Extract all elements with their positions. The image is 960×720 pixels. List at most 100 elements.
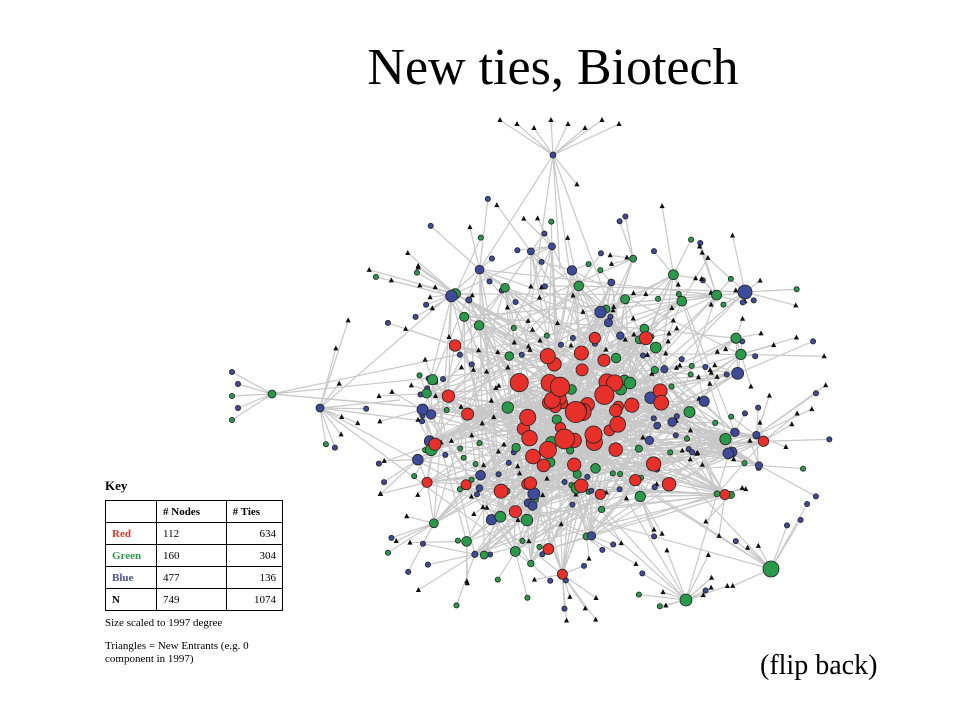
triangle-node: [747, 437, 753, 443]
node: [542, 543, 555, 555]
edge: [554, 300, 683, 401]
node: [440, 376, 447, 383]
triangle-node: [536, 294, 543, 300]
triangle-node: [677, 362, 683, 368]
node: [668, 383, 675, 390]
triangle-node: [630, 315, 636, 321]
node: [548, 218, 555, 225]
node: [427, 222, 434, 229]
node: [720, 301, 727, 308]
node: [549, 376, 571, 397]
edge: [642, 572, 687, 601]
node: [547, 577, 554, 584]
edge: [380, 459, 419, 495]
edge: [716, 440, 764, 495]
node: [698, 395, 710, 407]
triangle-node: [739, 484, 745, 490]
node: [477, 234, 484, 241]
triangle-node: [521, 215, 527, 221]
triangle-node: [708, 584, 714, 590]
flip-back-link[interactable]: (flip back): [760, 650, 878, 681]
edge: [426, 482, 435, 524]
edge: [478, 325, 578, 475]
node: [590, 463, 601, 474]
triangle-node: [616, 121, 622, 126]
edge: [430, 274, 674, 415]
node: [549, 151, 557, 159]
node: [228, 392, 235, 399]
triangle-node: [708, 574, 715, 580]
triangle-node: [664, 547, 670, 553]
triangle-node: [415, 587, 421, 593]
triangle-node: [771, 342, 777, 348]
node: [448, 339, 462, 352]
edge: [551, 246, 622, 390]
node: [412, 453, 424, 466]
edge: [758, 464, 804, 470]
edge: [431, 269, 481, 380]
triangle-node: [496, 382, 502, 388]
triangle-node: [693, 275, 699, 281]
cell: 112: [156, 522, 227, 545]
edge: [666, 550, 687, 601]
node: [640, 352, 647, 359]
node: [423, 301, 430, 308]
row-label: Blue: [105, 566, 157, 589]
node: [508, 505, 522, 519]
edge: [479, 442, 517, 449]
triangle-node: [758, 330, 764, 336]
node: [650, 365, 659, 374]
node: [575, 363, 589, 377]
edge: [671, 294, 718, 423]
header-cell: # Nodes: [156, 500, 227, 523]
node: [384, 549, 391, 556]
triangle-node: [699, 249, 705, 255]
edge: [426, 298, 626, 394]
edge: [500, 353, 742, 518]
triangle-node: [515, 516, 521, 522]
triangle-node: [582, 125, 588, 130]
triangle-node: [429, 305, 435, 311]
edge: [469, 226, 481, 270]
triangle-node: [748, 383, 754, 389]
triangle-node: [355, 420, 361, 426]
node: [419, 418, 426, 425]
node: [719, 432, 732, 446]
triangle-node: [593, 616, 599, 622]
triangle-node: [514, 121, 520, 126]
node: [616, 486, 623, 493]
triangle-node: [393, 538, 399, 544]
edge: [231, 371, 273, 395]
triangle-node: [783, 443, 789, 449]
node: [561, 605, 568, 612]
node: [419, 540, 426, 547]
node: [472, 460, 479, 467]
row: N 749 1074: [105, 588, 284, 611]
cell: 136: [225, 566, 284, 589]
node: [653, 394, 670, 411]
node: [457, 445, 464, 452]
node: [527, 500, 538, 511]
node: [762, 560, 780, 578]
node: [610, 352, 622, 364]
node: [488, 255, 495, 262]
node: [573, 280, 584, 292]
triangle-node: [432, 393, 439, 399]
row: Green 160 304: [105, 544, 284, 567]
node: [493, 483, 509, 499]
triangle-node: [651, 526, 657, 532]
triangle-node: [670, 317, 676, 323]
triangle-node: [622, 336, 628, 342]
triangle-node: [381, 457, 387, 463]
edge: [561, 574, 568, 621]
node: [597, 250, 604, 257]
triangle-node: [640, 434, 646, 440]
edge: [387, 522, 435, 554]
node: [471, 550, 479, 558]
triangle-node: [586, 555, 592, 561]
node: [424, 561, 431, 568]
triangle-node: [338, 431, 344, 437]
node: [603, 318, 613, 328]
edge: [518, 298, 626, 387]
triangle-node: [794, 410, 800, 416]
